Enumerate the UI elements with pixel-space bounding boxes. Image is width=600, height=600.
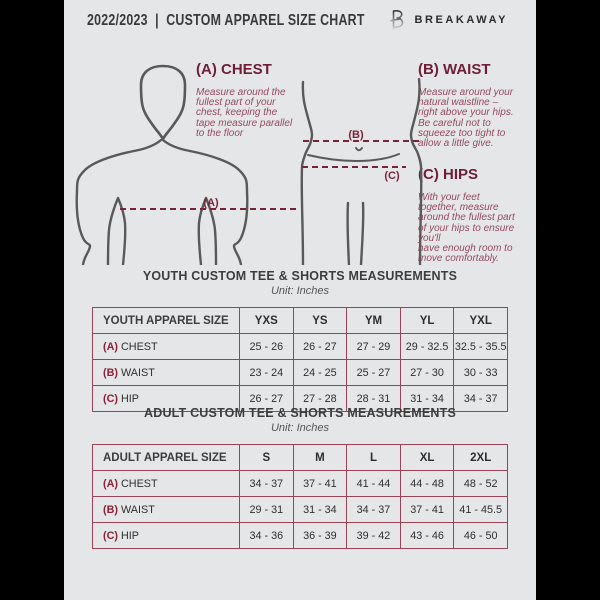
svg-text:(C): (C)	[384, 170, 400, 182]
svg-text:(B): (B)	[348, 129, 364, 141]
svg-text:(A): (A)	[203, 197, 219, 209]
